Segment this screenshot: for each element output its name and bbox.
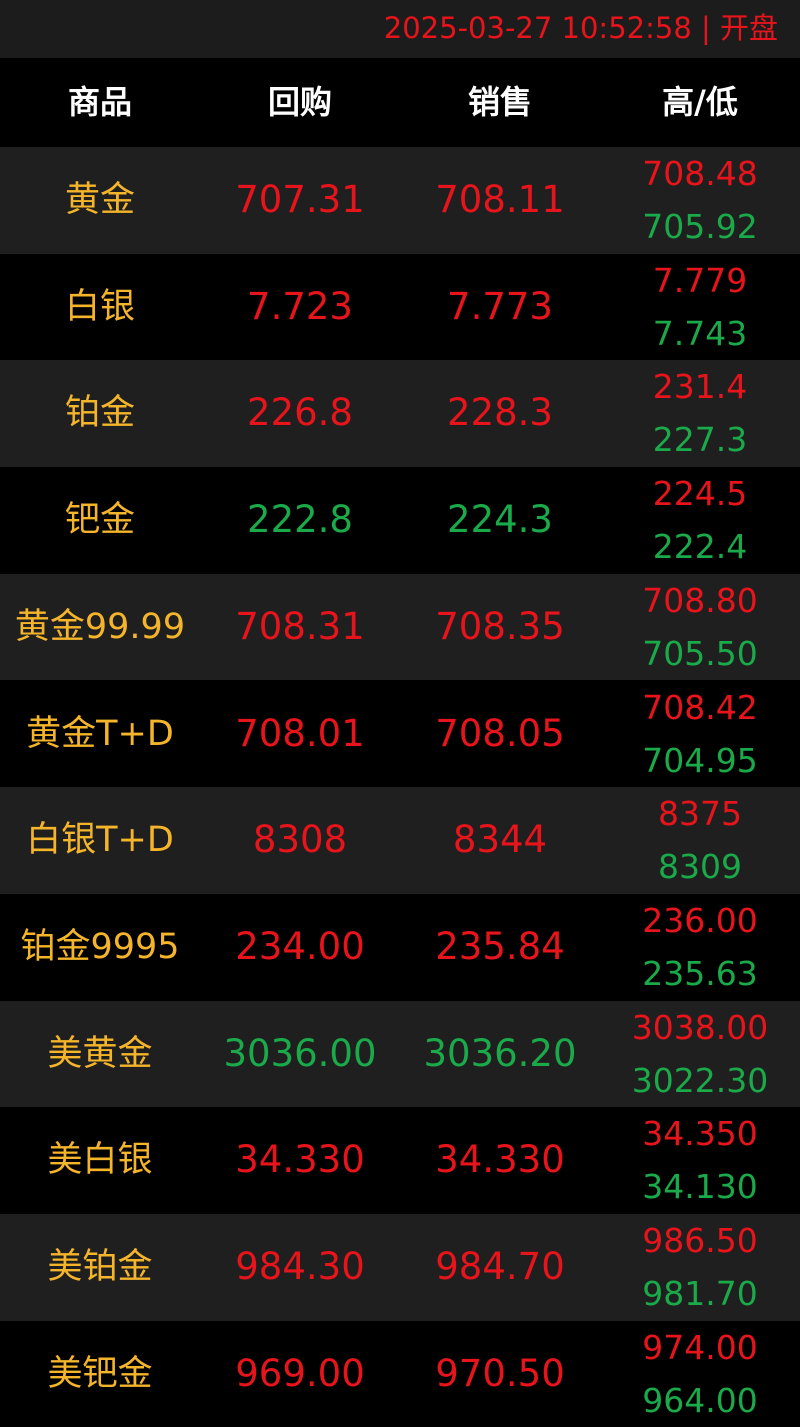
low-price: 222.4 <box>652 527 748 567</box>
buy-price: 8308 <box>252 818 348 862</box>
high-price: 231.4 <box>652 367 748 407</box>
low-price: 34.130 <box>642 1167 758 1207</box>
product-name: 白银T+D <box>26 820 174 861</box>
sell-price: 708.11 <box>435 178 565 221</box>
table-header: 商品 回购 销售 高/低 <box>0 58 800 147</box>
high-price: 708.42 <box>642 687 758 727</box>
timestamp: 2025-03-27 10:52:58 | 开盘 <box>383 11 778 45</box>
product-name: 铂金 <box>64 393 135 434</box>
sell-price: 7.773 <box>447 284 553 328</box>
buy-price: 3036.00 <box>223 1031 377 1075</box>
low-price: 3022.30 <box>631 1060 769 1100</box>
table-row: 美钯金 969.00 970.50 974.00 964.00 <box>0 1320 800 1427</box>
sell-price: 970.50 <box>435 1351 565 1395</box>
low-price: 705.50 <box>642 633 758 673</box>
low-price: 704.95 <box>642 740 758 780</box>
low-price: 227.3 <box>652 420 748 460</box>
buy-price: 226.8 <box>247 391 353 435</box>
buy-price: 34.330 <box>235 1138 365 1182</box>
product-name: 钯金 <box>64 500 135 541</box>
buy-price: 7.723 <box>247 284 353 328</box>
low-price: 235.63 <box>642 953 758 993</box>
buy-price: 234.00 <box>235 924 365 968</box>
product-name: 黄金99.99 <box>14 606 186 647</box>
buy-price: 222.8 <box>247 498 353 542</box>
column-header: 回购 <box>267 83 332 121</box>
table-row: 美白银 34.330 34.330 34.350 34.130 <box>0 1107 800 1214</box>
table-row: 黄金 707.31 708.11 708.48 705.92 <box>0 147 800 254</box>
product-name: 美钯金 <box>47 1353 153 1394</box>
sell-price: 3036.20 <box>423 1031 577 1075</box>
high-price: 708.80 <box>642 580 758 620</box>
low-price: 8309 <box>658 847 742 887</box>
table-row: 白银 7.723 7.773 7.779 7.743 <box>0 253 800 361</box>
product-name: 美黄金 <box>47 1033 153 1074</box>
high-price: 34.350 <box>642 1114 758 1154</box>
product-name: 美铂金 <box>47 1247 153 1287</box>
table-row: 黄金T+D 708.01 708.05 708.42 704.95 <box>0 680 800 788</box>
sell-price: 228.3 <box>447 391 553 435</box>
low-price: 981.70 <box>642 1274 758 1313</box>
sell-price: 708.05 <box>435 711 565 755</box>
table-row: 美铂金 984.30 984.70 986.50 981.70 <box>0 1214 800 1321</box>
high-price: 7.779 <box>652 260 748 300</box>
high-price: 986.50 <box>642 1221 758 1260</box>
table-row: 白银T+D 8308 8344 8375 8309 <box>0 787 800 894</box>
product-name: 白银 <box>64 286 135 327</box>
product-name: 美白银 <box>47 1140 153 1181</box>
high-price: 974.00 <box>642 1327 758 1367</box>
table-row: 美黄金 3036.00 3036.20 3038.00 3022.30 <box>0 1000 800 1108</box>
product-name: 铂金9995 <box>20 926 180 967</box>
sell-price: 708.35 <box>435 604 565 648</box>
buy-price: 708.01 <box>235 711 365 755</box>
column-header: 销售 <box>467 83 532 121</box>
table-row: 黄金99.99 708.31 708.35 708.80 705.50 <box>0 573 800 681</box>
product-name: 黄金T+D <box>26 713 174 754</box>
sell-price: 984.70 <box>435 1245 565 1288</box>
sell-price: 224.3 <box>447 498 553 542</box>
column-header: 高/低 <box>662 83 738 121</box>
column-header: 商品 <box>67 83 132 121</box>
buy-price: 984.30 <box>235 1245 365 1288</box>
sell-price: 235.84 <box>435 924 565 968</box>
buy-price: 707.31 <box>235 178 365 221</box>
high-price: 3038.00 <box>631 1007 769 1047</box>
high-price: 8375 <box>658 794 742 834</box>
table-row: 钯金 222.8 224.3 224.5 222.4 <box>0 467 800 574</box>
low-price: 7.743 <box>652 313 748 353</box>
high-price: 708.48 <box>642 154 758 193</box>
table-row: 铂金 226.8 228.3 231.4 227.3 <box>0 360 800 468</box>
status-bar: 2025-03-27 10:52:58 | 开盘 <box>0 0 800 58</box>
high-price: 224.5 <box>652 474 748 514</box>
high-price: 236.00 <box>642 900 758 940</box>
sell-price: 8344 <box>452 818 548 862</box>
table-row: 铂金9995 234.00 235.84 236.00 235.63 <box>0 893 800 1001</box>
buy-price: 969.00 <box>235 1351 365 1395</box>
buy-price: 708.31 <box>235 604 365 648</box>
sell-price: 34.330 <box>435 1138 565 1182</box>
product-name: 黄金 <box>64 180 135 220</box>
low-price: 705.92 <box>642 207 758 246</box>
